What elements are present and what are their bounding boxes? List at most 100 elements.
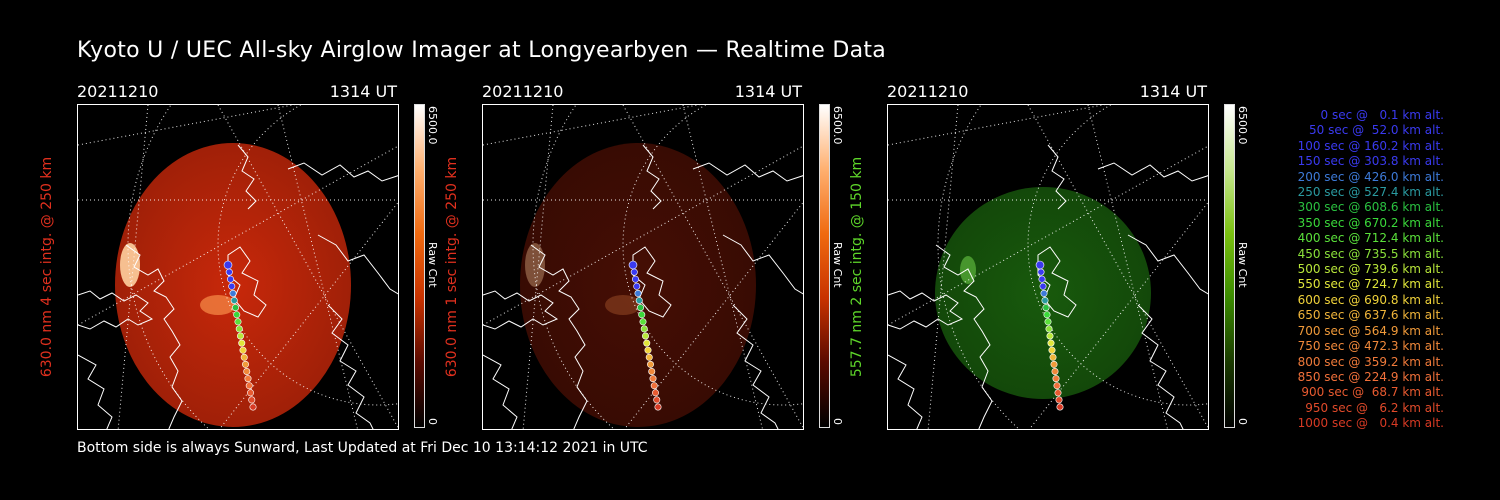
colorbar-min: 0 <box>1236 418 1249 425</box>
trajectory-point <box>245 382 253 390</box>
trajectory-point <box>632 275 640 283</box>
trajectory-point <box>634 289 642 297</box>
trajectory-point <box>1053 382 1061 390</box>
trajectory-point <box>234 318 242 326</box>
trajectory-point <box>238 339 246 347</box>
panel-557-2sec: 20211210 1314 UT 557.7 nm 2 sec intg. @ … <box>849 82 1297 432</box>
allsky-image <box>887 104 1209 430</box>
legend-entry: 700 sec @ 564.9 km alt. <box>1297 323 1444 338</box>
panel-date: 20211210 <box>77 82 159 101</box>
aurora-patch <box>605 295 641 315</box>
geo-grid <box>888 105 1208 429</box>
legend-entry: 300 sec @ 608.6 km alt. <box>1297 200 1444 215</box>
trajectory-point <box>1054 389 1062 397</box>
legend-entry: 250 sec @ 527.4 km alt. <box>1297 185 1444 200</box>
trajectory-point <box>249 403 257 411</box>
panel-date: 20211210 <box>482 82 564 101</box>
trajectory-point <box>228 282 236 290</box>
legend-entry: 500 sec @ 739.6 km alt. <box>1297 262 1444 277</box>
legend-entry: 450 sec @ 735.5 km alt. <box>1297 246 1444 261</box>
colorbar-min: 0 <box>831 418 844 425</box>
trajectory-point <box>1055 396 1063 404</box>
trajectory-point <box>239 346 247 354</box>
colorbar-label: Raw Cnt <box>831 242 844 288</box>
trajectory-point <box>652 389 660 397</box>
legend-entry: 150 sec @ 303.8 km alt. <box>1297 154 1444 169</box>
panel-time: 1314 UT <box>1139 82 1207 101</box>
trajectory-point <box>242 360 250 368</box>
trajectory-point <box>628 260 638 270</box>
legend-entry: 0 sec @ 0.1 km alt. <box>1320 108 1445 122</box>
footer-note: Bottom side is always Sunward, Last Upda… <box>77 440 648 456</box>
panel-date: 20211210 <box>887 82 969 101</box>
colorbar-label: Raw Cnt <box>1236 242 1249 288</box>
coastlines <box>78 144 398 429</box>
geo-grid <box>78 105 398 429</box>
trajectory-point <box>232 304 240 312</box>
trajectory-point <box>1043 311 1051 319</box>
trajectory-point <box>233 311 241 319</box>
legend-entry: 100 sec @ 160.2 km alt. <box>1297 138 1444 153</box>
trajectory-point <box>244 375 252 383</box>
trajectory-point <box>1049 353 1057 361</box>
legend-entry: 650 sec @ 637.6 km alt. <box>1297 308 1444 323</box>
legend-entry: 50 sec @ 52.0 km alt. <box>1309 123 1444 138</box>
trajectory-point <box>1041 297 1049 305</box>
trajectory-point <box>1039 282 1047 290</box>
coastlines <box>888 144 1208 429</box>
trajectory-point <box>633 282 641 290</box>
trajectory-point <box>654 403 662 411</box>
altitude-legend: 0 sec @ 0.1 km alt. 50 sec @ 52.0 km alt.… <box>1262 108 1444 432</box>
geo-grid <box>483 105 803 429</box>
trajectory-point <box>630 268 638 276</box>
panel-time: 1314 UT <box>734 82 802 101</box>
panel-ylabel: 630.0 nm 1 sec intg. @ 250 km <box>444 156 460 378</box>
trajectory-point <box>225 268 233 276</box>
trajectory-point <box>223 260 233 270</box>
legend-entry: 550 sec @ 724.7 km alt. <box>1297 277 1444 292</box>
legend-entry: 800 sec @ 359.2 km alt. <box>1297 354 1444 369</box>
trajectory-point <box>1035 260 1045 270</box>
trajectory-point <box>1051 367 1059 375</box>
trajectory-point <box>247 389 255 397</box>
trajectory-point <box>639 318 647 326</box>
trajectory-point <box>650 382 658 390</box>
legend-entry: 750 sec @ 472.3 km alt. <box>1297 339 1444 354</box>
trajectory-point <box>1037 268 1045 276</box>
legend-entry: 950 sec @ 6.2 km alt. <box>1305 400 1444 415</box>
trajectory-point <box>237 332 245 340</box>
panel-630-4sec: 20211210 1314 UT 630.0 nm 4 sec intg. @ … <box>39 82 487 432</box>
aurora-patch <box>120 243 140 287</box>
trajectory-point <box>643 339 651 347</box>
trajectory-point <box>635 297 643 305</box>
trajectory-point <box>653 396 661 404</box>
colorbar-max: 6500.0 <box>426 106 439 145</box>
aurora-patch <box>525 243 545 287</box>
trajectory-point <box>235 325 243 333</box>
colorbar <box>819 104 830 428</box>
trajectory-point <box>243 367 251 375</box>
trajectory-point <box>1050 360 1058 368</box>
trajectory-point <box>640 325 648 333</box>
legend-entry: 400 sec @ 712.4 km alt. <box>1297 231 1444 246</box>
legend-entry: 850 sec @ 224.9 km alt. <box>1297 369 1444 384</box>
trajectory-point <box>1040 289 1048 297</box>
trajectory-point <box>1047 339 1055 347</box>
trajectory-point <box>240 353 248 361</box>
legend-entry: 600 sec @ 690.8 km alt. <box>1297 292 1444 307</box>
rocket-trajectory <box>628 260 662 411</box>
colorbar <box>414 104 425 428</box>
rocket-trajectory <box>1035 260 1064 411</box>
allsky-image <box>482 104 804 430</box>
legend-entry: 900 sec @ 68.7 km alt. <box>1301 385 1444 400</box>
sky-map <box>78 105 398 429</box>
trajectory-point <box>649 375 657 383</box>
trajectory-point <box>644 346 652 354</box>
trajectory-point <box>642 332 650 340</box>
trajectory-point <box>1045 325 1053 333</box>
legend-entry: 350 sec @ 670.2 km alt. <box>1297 215 1444 230</box>
trajectory-point <box>1038 275 1046 283</box>
trajectory-point <box>1056 403 1064 411</box>
colorbar <box>1224 104 1235 428</box>
sky-map <box>483 105 803 429</box>
